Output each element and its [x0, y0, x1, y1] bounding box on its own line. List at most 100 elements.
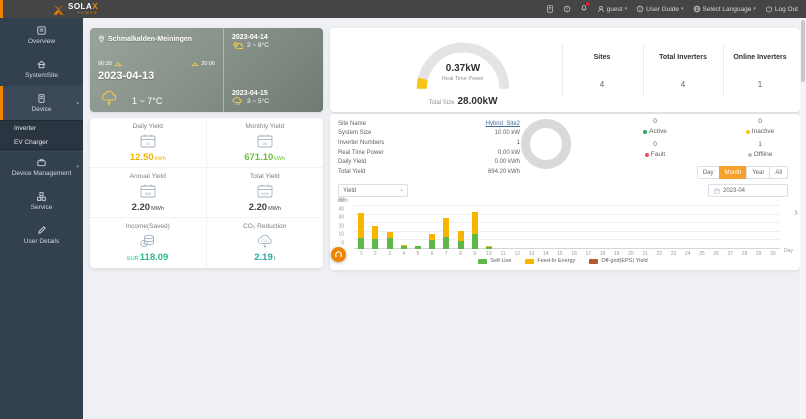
bar-segment: [372, 238, 379, 249]
site-row-daily-yield: Daily Yield 0.00 kWh: [338, 157, 520, 167]
sidebar-item-service[interactable]: Service: [0, 184, 83, 218]
language-menu[interactable]: Select Language ▾: [693, 5, 756, 13]
offline-count: 1: [758, 141, 762, 148]
gauge-arc: [416, 42, 510, 89]
legend-self-use[interactable]: Self-Use: [478, 258, 511, 264]
sidebar-item-label: SystemSite: [25, 72, 58, 79]
report-icon[interactable]: [546, 5, 554, 13]
sidebar-item-label: User Details: [23, 238, 60, 245]
bar-day-10: [485, 246, 492, 249]
period-all-button[interactable]: All: [769, 166, 788, 179]
svg-text:kWh: kWh: [261, 191, 269, 196]
sidebar-item-inverter[interactable]: Inverter: [0, 121, 83, 135]
x-tick-label: 24: [684, 251, 691, 257]
x-tick-label: 10: [486, 251, 492, 257]
bar-segment: [443, 236, 450, 249]
pencil-icon: [38, 226, 46, 234]
y-tick-label: 0: [341, 240, 344, 247]
chevron-down-icon: ▾: [681, 6, 684, 12]
active-count: 0: [653, 118, 657, 125]
legend-off-grid[interactable]: Off-grid(EPS) Yield: [589, 258, 648, 264]
coins-icon: $: [140, 234, 154, 248]
bar-segment: [443, 218, 450, 237]
period-year-button[interactable]: Year: [746, 166, 771, 179]
summary-online-inverters: Online Inverters 1: [720, 28, 800, 112]
sidebar-item-device-management[interactable]: Device Management ▾: [0, 150, 83, 184]
site-row-value: 0.00 kW: [497, 149, 520, 156]
user-menu[interactable]: guest ▾: [597, 5, 627, 13]
brand-name: SOLAX: [68, 1, 99, 11]
bar-day-9: [471, 212, 478, 249]
submenu-item-label: EV Charger: [14, 138, 48, 146]
stat-value: 671.10kWh: [244, 151, 286, 163]
weather-forecast: 2023-04-14 2 ~ 8°C 2023-04-15 3 ~ 5°C: [223, 28, 323, 112]
briefcase-icon: [37, 159, 46, 167]
legend-feed-in[interactable]: Feed-In Energy: [525, 258, 575, 264]
logout-label: Log Out: [774, 5, 798, 13]
stat-value: 12.50kWh: [129, 151, 166, 163]
sidebar-item-user-details[interactable]: User Details: [0, 218, 83, 252]
x-tick-label: 27: [727, 251, 734, 257]
gridline: [354, 248, 780, 249]
chart-date-input[interactable]: 2023-04: [708, 184, 788, 197]
stat-total-yield: Total Yield kWh 2.20MWh: [206, 168, 323, 218]
stat-value: 2.19t: [254, 252, 276, 263]
today-temp: 1 ~ 7°C: [132, 96, 163, 106]
divider: [643, 44, 644, 96]
sidebar: Overview SystemSite Device ▴ Inverter EV…: [0, 18, 83, 419]
scrollbar-thumb[interactable]: [801, 20, 805, 82]
chart-legend: Self-Use Feed-In Energy Off-grid(EPS) Yi…: [338, 258, 788, 264]
period-month-button[interactable]: Month: [718, 166, 748, 179]
stat-annual-yield: Annual Yield 365 2.20MWh: [90, 168, 207, 218]
metric-select-value: Yield: [343, 187, 357, 194]
calendar-day-icon: 13: [140, 134, 156, 147]
x-tick-label: 7: [444, 251, 448, 257]
user-guide-menu[interactable]: User Guide ▾: [636, 5, 684, 13]
status-column-1: 0 Active 0 Fault: [620, 118, 690, 164]
metric-select[interactable]: Yield ▾: [338, 184, 408, 197]
brand-accent-strip: [0, 0, 3, 18]
stat-value: 2.20MWh: [248, 201, 281, 213]
brand-text: SOLAX POWER: [68, 1, 99, 16]
notification-bell[interactable]: [580, 2, 590, 14]
sidebar-item-overview[interactable]: Overview: [0, 18, 83, 52]
forecast-temp-row: 2 ~ 8°C: [232, 41, 315, 50]
next-site-arrow[interactable]: ›: [794, 205, 798, 219]
username-label: guest: [606, 5, 623, 13]
site-detail-card: Site Name Hybrid_Site2 System Size 10.00…: [330, 114, 800, 270]
y-tick-label: 50: [338, 197, 344, 204]
bar-day-8: [457, 230, 464, 249]
sidebar-item-ev-charger[interactable]: EV Charger: [0, 135, 83, 149]
alert-icon[interactable]: [563, 5, 571, 13]
location-pin-icon: [99, 35, 104, 43]
fault-count: 0: [653, 141, 657, 148]
feedback-float-button[interactable]: [331, 247, 346, 262]
weather-today: Schmalkalden-Meiningen 06:30 20:06 2023-…: [90, 28, 223, 112]
bar-segment: [372, 225, 379, 239]
y-tick-label: 40: [338, 206, 344, 213]
x-tick-label: 26: [713, 251, 719, 257]
bar-segment: [457, 230, 464, 242]
x-tick-label: 14: [542, 251, 549, 257]
total-size: Total Size 28.00kW: [428, 96, 498, 107]
site-row-inverter-numbers: Inverter Numbers 1: [338, 138, 520, 148]
site-name-link[interactable]: Hybrid_Site2: [485, 120, 520, 127]
bar-segment: [386, 231, 393, 238]
solax-logo[interactable]: SOLAX POWER: [52, 1, 99, 16]
sidebar-item-device[interactable]: Device ▴: [0, 86, 83, 120]
sidebar-item-systemsite[interactable]: SystemSite: [0, 52, 83, 86]
bar-segment: [400, 246, 407, 249]
x-tick-label: 12: [514, 251, 521, 257]
legend-swatch: [589, 258, 599, 264]
page-scrollbar[interactable]: [800, 18, 806, 419]
svg-text:30: 30: [263, 141, 268, 146]
stat-label: Daily Yield: [132, 122, 163, 130]
logout-button[interactable]: Log Out: [765, 5, 798, 13]
sidebar-item-label: Service: [30, 204, 53, 211]
bar-day-3: [386, 231, 393, 249]
period-day-button[interactable]: Day: [696, 166, 720, 179]
bar-segment: [358, 212, 365, 238]
stat-co2-reduction: CO₂ Reduction CO₂ 2.19t: [207, 218, 324, 268]
summary-value: 1: [757, 80, 763, 89]
chevron-down-icon: ▾: [624, 6, 628, 12]
